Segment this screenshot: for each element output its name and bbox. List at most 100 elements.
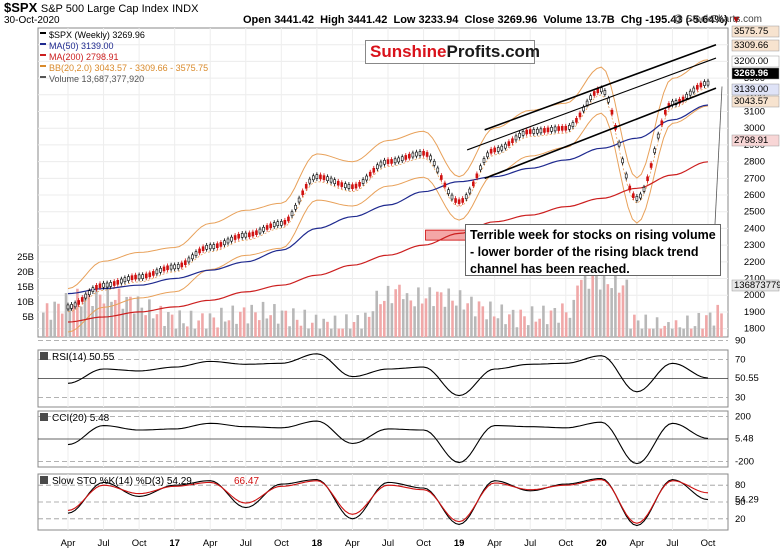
price-candle	[621, 158, 624, 164]
price-candle	[198, 248, 201, 254]
price-candle	[272, 222, 276, 227]
right-value-label: 3575.75	[734, 26, 768, 37]
volume-bar	[674, 320, 678, 337]
price-candle	[137, 274, 141, 280]
volume-bar	[667, 322, 670, 337]
bb-mid-line	[67, 87, 709, 313]
volume-bar	[686, 315, 689, 337]
right-value-box	[731, 83, 780, 96]
volume-bar	[76, 288, 79, 337]
bb-lower-line	[67, 105, 709, 333]
volume-bar	[201, 313, 204, 337]
down-arrow-icon: ▼	[730, 14, 742, 26]
price-candle	[592, 91, 596, 96]
price-candle	[336, 180, 340, 186]
volume-bar	[299, 325, 303, 337]
price-candle	[134, 274, 137, 280]
volume-bar	[364, 312, 367, 337]
volume-bar	[284, 310, 288, 337]
volume-bar	[439, 292, 443, 337]
volume-bar	[640, 328, 644, 337]
price-candle	[127, 276, 130, 281]
price-candle	[180, 262, 184, 268]
volume-tick-label: 25B	[17, 252, 34, 263]
price-candle	[653, 148, 656, 154]
price-candle	[347, 184, 351, 189]
volume-bar	[322, 318, 325, 337]
volume-bar	[500, 304, 504, 337]
volume-bar	[466, 303, 469, 337]
legend-entry: $SPX (Weekly) 3269.96	[49, 30, 145, 40]
volume-bar	[159, 305, 163, 337]
price-tick-label: 2100	[744, 274, 765, 285]
price-candle	[141, 274, 144, 279]
volume-bar	[572, 299, 576, 337]
price-candle	[706, 80, 710, 86]
sto-k-value-label: 54.29	[735, 495, 759, 506]
volume-bar	[485, 319, 488, 337]
volume-bar	[602, 271, 606, 337]
volume-bar	[625, 279, 629, 337]
volume-bar	[511, 309, 515, 337]
volume-value: 13.7B	[585, 14, 615, 26]
volume-bar	[659, 328, 663, 337]
price-candle	[91, 287, 95, 293]
volume-bar	[610, 288, 613, 337]
price-candle	[575, 117, 578, 123]
volume-bar	[424, 298, 428, 337]
time-tick-label: Oct	[416, 538, 431, 549]
price-candle	[418, 151, 422, 156]
right-value-box	[731, 95, 780, 108]
price-candle	[379, 161, 383, 167]
price-candle	[354, 183, 358, 189]
price-candle	[344, 183, 347, 189]
price-candle	[589, 95, 592, 101]
price-candle	[84, 293, 88, 299]
volume-bar	[265, 318, 269, 337]
volume-bar	[583, 269, 587, 337]
volume-bar	[716, 304, 720, 337]
price-candle	[105, 282, 109, 288]
volume-bar	[333, 315, 337, 337]
volume-bar	[307, 328, 310, 337]
logo-part1: Sunshine	[370, 42, 447, 61]
close-label: Close	[464, 14, 495, 26]
volume-bar	[417, 287, 420, 337]
volume-bar	[254, 312, 257, 337]
price-candle	[443, 182, 447, 188]
indicator-tick-label: 70	[735, 355, 746, 366]
volume-bar	[98, 294, 102, 337]
volume-bar	[341, 328, 344, 337]
price-tick-label: 2500	[744, 207, 765, 218]
volume-bar	[371, 311, 375, 337]
price-candle	[176, 264, 180, 269]
price-candle	[536, 128, 539, 134]
price-candle	[88, 290, 91, 296]
volume-bar	[197, 320, 200, 337]
volume-bar	[185, 326, 189, 337]
price-candle	[365, 175, 368, 181]
price-candle	[624, 173, 628, 179]
time-tick-label: 18	[312, 538, 323, 549]
price-candle	[130, 275, 134, 280]
price-candle	[283, 219, 287, 225]
price-candle	[642, 186, 646, 192]
panel-frame-1	[37, 27, 729, 338]
volume-bar	[42, 312, 45, 337]
price-candle	[66, 304, 70, 310]
price-candle	[688, 90, 692, 96]
volume-bar	[292, 308, 295, 337]
price-candle	[482, 158, 486, 163]
volume-bar	[121, 308, 125, 337]
volume-bar	[523, 316, 526, 337]
volume-bar	[617, 292, 621, 337]
volume-bar	[242, 307, 246, 337]
volume-bar	[492, 316, 496, 337]
price-candle	[496, 147, 500, 152]
volume-bar	[401, 299, 405, 337]
volume-bar	[178, 310, 181, 337]
right-value-label: 3043.57	[734, 96, 768, 107]
price-candle	[152, 271, 155, 276]
price-candle	[464, 194, 468, 200]
